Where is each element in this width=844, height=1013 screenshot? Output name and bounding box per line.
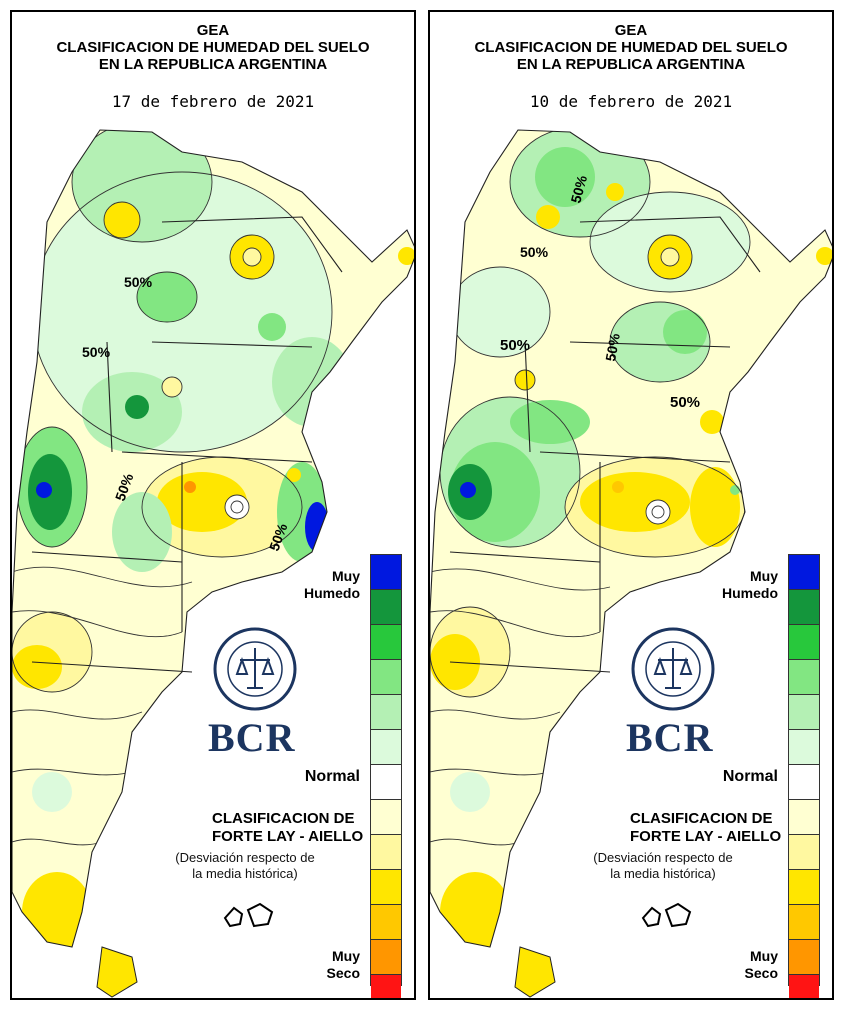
map-panel-10-feb: GEA CLASIFICACION DE HUMEDAD DEL SUELO E…: [428, 10, 834, 1000]
map-title: GEA CLASIFICACION DE HUMEDAD DEL SUELO E…: [12, 22, 414, 73]
contour-label: 50%: [520, 244, 549, 260]
soil-moisture-map: 50% 50% 50% 50% 50%: [430, 129, 832, 998]
legend-color-scale: [788, 554, 820, 998]
contour-label: 50%: [500, 337, 530, 354]
legend-swatch: [371, 695, 401, 730]
legend-swatch: [789, 730, 819, 765]
legend-label-muy-seco: Muy Seco: [326, 948, 360, 981]
tierra-del-fuego: [514, 946, 556, 998]
legend-swatch: [789, 695, 819, 730]
title-line-main: CLASIFICACION DE HUMEDAD DEL SUELO: [474, 39, 788, 56]
map-panel-17-feb: GEA CLASIFICACION DE HUMEDAD DEL SUELO E…: [10, 10, 416, 1000]
classification-line: CLASIFICACION DE: [212, 810, 355, 827]
legend-swatch: [371, 905, 401, 940]
classification-title: CLASIFICACION DE FORTE LAY - AIELLO: [212, 810, 402, 846]
map-title: GEA CLASIFICACION DE HUMEDAD DEL SUELO E…: [430, 22, 832, 73]
title-line-main: CLASIFICACION DE HUMEDAD DEL SUELO: [56, 39, 370, 56]
soil-moisture-map: 50% 50% 50% 50%: [12, 129, 414, 998]
classification-line: CLASIFICACION DE: [630, 810, 773, 827]
malvinas-islands: [223, 902, 274, 928]
legend-swatch: [789, 975, 819, 998]
legend-swatch: [789, 590, 819, 625]
legend-swatch: [789, 870, 819, 905]
legend-swatch: [371, 940, 401, 975]
legend-swatch: [789, 625, 819, 660]
bcr-seal-icon: [213, 627, 297, 711]
legend-label-muy-seco: Muy Seco: [744, 948, 778, 981]
deviation-line: la media histórica): [192, 866, 298, 881]
classification-title: CLASIFICACION DE FORTE LAY - AIELLO: [630, 810, 820, 846]
legend-label-normal: Normal: [304, 768, 360, 785]
legend-color-scale: [370, 554, 402, 998]
contour-label: 50%: [124, 274, 153, 290]
classification-line: FORTE LAY - AIELLO: [212, 828, 364, 845]
legend-swatch: [789, 835, 819, 870]
legend-swatch: [789, 800, 819, 835]
legend-label-muy-humedo: Muy Humedo: [304, 568, 360, 601]
deviation-note: (Desviación respecto de la media históri…: [140, 850, 350, 882]
classification-line: FORTE LAY - AIELLO: [630, 828, 782, 845]
legend-swatch: [371, 590, 401, 625]
legend-swatch: [371, 625, 401, 660]
legend-swatch: [371, 730, 401, 765]
contour-label: 50%: [567, 173, 590, 205]
malvinas-islands: [641, 902, 692, 928]
legend-swatch: [789, 555, 819, 590]
bcr-logo-text: BCR: [208, 715, 296, 760]
deviation-line: la media histórica): [610, 866, 716, 881]
legend-swatch: [789, 905, 819, 940]
deviation-line: (Desviación respecto de: [175, 850, 315, 865]
legend-swatch: [789, 660, 819, 695]
map-date: 10 de febrero de 2021: [529, 92, 733, 111]
title-line-country: EN LA REPUBLICA ARGENTINA: [516, 56, 746, 73]
legend-swatch: [371, 660, 401, 695]
legend-swatch: [789, 765, 819, 800]
legend-swatch: [371, 765, 401, 800]
legend-swatch: [371, 800, 401, 835]
title-line-gea: GEA: [614, 22, 648, 39]
legend-swatch: [371, 555, 401, 590]
title-line-gea: GEA: [196, 22, 230, 39]
legend-label-normal: Normal: [722, 768, 778, 785]
deviation-line: (Desviación respecto de: [593, 850, 733, 865]
legend-swatch: [371, 975, 401, 998]
contour-label: 50%: [82, 344, 111, 360]
title-line-country: EN LA REPUBLICA ARGENTINA: [98, 56, 328, 73]
legend-label-muy-humedo: Muy Humedo: [722, 568, 778, 601]
legend-swatch: [371, 870, 401, 905]
legend-swatch: [789, 940, 819, 975]
map-date: 17 de febrero de 2021: [111, 92, 315, 111]
contour-label: 50%: [670, 394, 700, 411]
bcr-seal-icon: [631, 627, 715, 711]
legend-swatch: [371, 835, 401, 870]
bcr-logo-text: BCR: [626, 715, 714, 760]
contour-label: 50%: [602, 332, 623, 363]
tierra-del-fuego: [96, 946, 138, 998]
deviation-note: (Desviación respecto de la media históri…: [558, 850, 768, 882]
